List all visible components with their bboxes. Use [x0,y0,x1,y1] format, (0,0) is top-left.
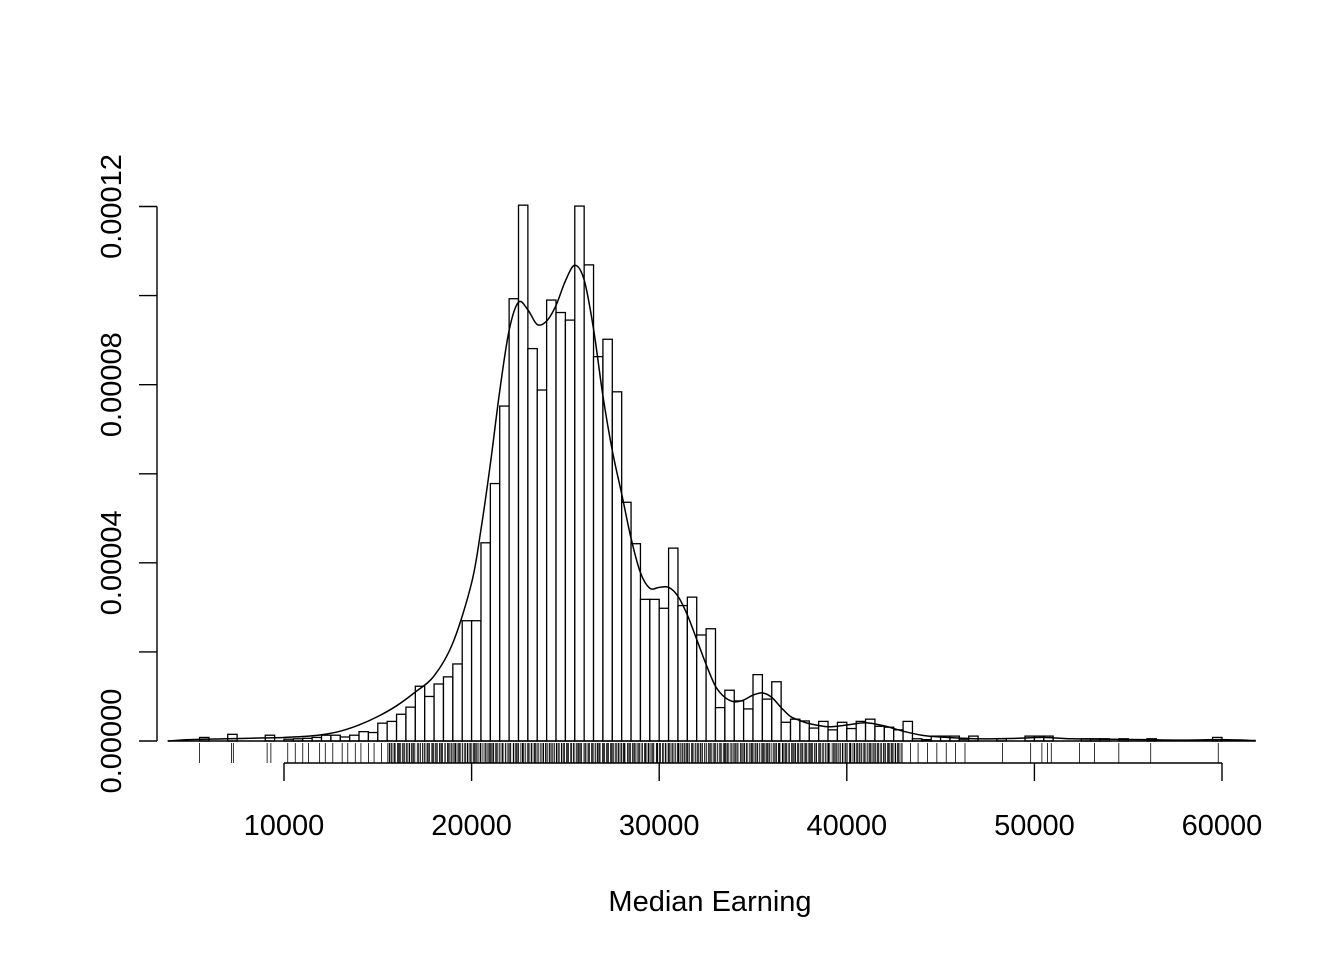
x-tick-label: 50000 [994,810,1075,842]
histogram-bar [358,731,370,742]
histogram-bar [527,347,538,742]
histogram-bar [349,734,360,742]
x-tick-label: 40000 [806,810,887,842]
histogram-bar [630,543,642,742]
histogram-bar [639,598,651,742]
histogram-bar [714,706,726,742]
histogram-bar [424,695,435,742]
histogram-bar [517,204,529,742]
histogram-bar [489,482,501,742]
histogram-bar [227,733,238,742]
histogram-bar [452,663,463,742]
density-curve [167,264,1256,742]
histogram-bar [330,734,341,742]
histogram-bar [564,319,576,742]
histogram-bar [771,681,782,742]
histogram-bar [395,713,407,742]
histogram-bar [433,683,445,742]
y-tick-label: 0.00012 [96,154,128,259]
rug-marks [199,743,1219,763]
histogram-bars [167,204,1256,742]
histogram-bar [649,598,660,742]
y-tick-label: 0.00000 [96,689,128,794]
histogram-bar [470,620,482,742]
histogram-bar [545,299,557,742]
histogram-bar [846,727,857,742]
histogram-bar [621,501,632,742]
y-tick-label: 0.00004 [96,510,128,615]
x-tick-label: 10000 [244,810,325,842]
histogram-bar [808,727,820,742]
histogram-bar [367,731,379,742]
histogram-bar [733,700,745,742]
histogram-bar [742,708,754,742]
histogram-bar [508,298,520,742]
histogram-bar [377,722,388,742]
x-tick-label: 60000 [1182,810,1263,842]
histogram-bar [442,676,454,742]
histogram-bar [320,734,332,742]
x-axis: 10000 20000 30000 40000 50000 60000 [244,762,1263,842]
histogram-bar [789,718,801,742]
histogram-bar [667,547,679,742]
histogram-bar [780,721,792,742]
histogram-bar [499,405,510,742]
histogram-bar [461,620,473,742]
x-tick-label: 20000 [431,810,512,842]
histogram-bar [555,311,567,742]
histogram-bar [761,698,773,742]
histogram-bar [386,720,398,742]
histogram-bar [658,607,670,742]
x-tick-label: 30000 [619,810,700,842]
histogram-bar [592,355,604,742]
histogram-bar [414,685,426,742]
histogram-bar [480,542,492,742]
histogram-bar [583,264,595,742]
histogram-bar [536,389,548,742]
histogram-bar [574,205,585,742]
histogram-bar [611,391,623,742]
histogram-bar [855,720,867,742]
histogram-bar [874,725,885,742]
histogram-bar [827,729,839,742]
histogram-bar [602,338,613,742]
histogram-bar [883,726,895,742]
histogram-bar [677,604,688,742]
y-axis: 0.00000 0.00004 0.00008 0.00012 [96,154,158,794]
histogram-bar [405,706,416,742]
y-tick-label: 0.00008 [96,332,128,437]
histogram-bar [752,673,764,742]
x-axis-title: Median Earning [608,886,811,918]
histogram-bar [818,720,829,742]
